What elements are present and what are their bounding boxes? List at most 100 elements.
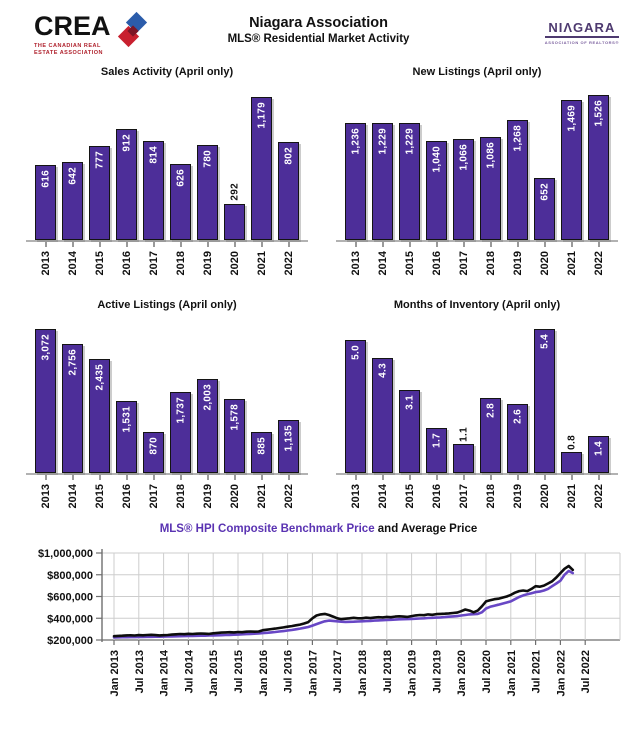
- bar-2016: 1,531: [116, 401, 137, 474]
- x-axis-label: Jan 2016: [258, 650, 270, 696]
- y-axis-label: $800,000: [47, 570, 93, 582]
- x-axis-year-label: 2020: [538, 251, 551, 276]
- bar-value-label: 1,179: [256, 102, 267, 129]
- x-axis-year-label: 2018: [174, 484, 187, 509]
- x-axis-year-label: 2013: [39, 251, 52, 276]
- bar-value-label: 3.1: [404, 395, 415, 411]
- x-axis-tick: [489, 475, 492, 481]
- x-axis-year-label: 2015: [93, 484, 106, 509]
- bar-2017: 814: [143, 141, 164, 240]
- niagara-logo: NIΛGARA ASSOCIATION OF REALTORS®: [544, 20, 619, 45]
- crea-caption-line1: THE CANADIAN REAL: [34, 43, 101, 49]
- bar-value-label: 5.0: [350, 345, 361, 361]
- x-axis-label: Jul 2018: [382, 650, 394, 693]
- x-axis-tick: [381, 242, 384, 247]
- niagara-logo-caption: ASSOCIATION OF REALTORS®: [544, 40, 619, 45]
- x-axis-year-label: 2017: [457, 251, 470, 276]
- x-axis-label: Jan 2013: [109, 650, 121, 696]
- bar-2015: 3.1: [399, 390, 420, 474]
- x-axis-year-label: 2019: [201, 484, 214, 509]
- bar-2018: 2.8: [480, 398, 501, 474]
- bar-value-label: 1,229: [404, 128, 415, 155]
- x-axis-tick: [462, 475, 465, 481]
- bar-value-label: 4.3: [377, 363, 388, 379]
- x-axis-tick: [152, 475, 155, 481]
- x-axis-year-label: 2021: [255, 484, 268, 509]
- x-axis-tick: [570, 242, 573, 247]
- x-axis-label: Jul 2013: [134, 650, 146, 693]
- bar-2013: 5.0: [345, 340, 366, 474]
- bar-2021: 885: [251, 432, 272, 474]
- crea-logo: CREA THE CANADIAN REAL ESTATE ASSOCIATIO…: [34, 11, 153, 57]
- bar-value-label: 626: [175, 169, 186, 187]
- chart-title-months-of-inventory: Months of Inventory (April only): [393, 299, 561, 312]
- benchmark-price-title: MLS® HPI Composite Benchmark Price: [159, 522, 375, 535]
- x-axis-line: [26, 240, 308, 242]
- x-axis-year-label: 2020: [228, 484, 241, 509]
- page-title: Niagara Association: [249, 15, 388, 31]
- x-axis-year-label: 2020: [538, 484, 551, 509]
- x-axis-year-label: 2016: [430, 251, 443, 276]
- bar-value-label: 780: [202, 150, 213, 168]
- x-axis-year-label: 2021: [565, 251, 578, 276]
- bar-value-label: 2,435: [94, 364, 105, 392]
- x-axis-tick: [287, 475, 290, 481]
- bar-2015: 1,229: [399, 123, 420, 240]
- x-axis-year-label: 2016: [430, 484, 443, 509]
- x-axis-tick: [354, 475, 357, 481]
- bar-2019: 2.6: [507, 404, 528, 474]
- x-axis-label: Jul 2021: [531, 650, 543, 693]
- x-axis-tick: [179, 242, 182, 247]
- x-axis-year-label: 2018: [174, 251, 187, 276]
- x-axis-label: Jul 2015: [233, 650, 245, 693]
- x-axis-line: [336, 240, 618, 242]
- x-axis-tick: [543, 475, 546, 481]
- x-axis-label: Jan 2014: [159, 649, 171, 696]
- bar-value-label: 802: [283, 147, 294, 165]
- x-axis-label: Jul 2017: [332, 650, 344, 693]
- bar-2018: 626: [170, 164, 191, 240]
- bar-chart-active-listings: Active Listings (April only) 3,072 2,756 2…: [12, 299, 322, 509]
- price-line-chart: $1,000,000 $800,000 $600,000 $400,000 $200,0…: [38, 548, 621, 696]
- bar-value-label: 1.1: [458, 426, 469, 442]
- y-axis-label: $600,000: [47, 591, 93, 603]
- x-axis-year-label: 2022: [282, 484, 295, 509]
- x-axis-tick: [206, 475, 209, 481]
- bar-2020: 652: [534, 178, 555, 240]
- x-axis-tick: [125, 475, 128, 481]
- bar-value-label: 1,040: [431, 146, 442, 173]
- crea-caption-line2: ESTATE ASSOCIATION: [34, 49, 103, 56]
- bar-value-label: 1,086: [485, 142, 496, 169]
- chart-title-active-listings: Active Listings (April only): [97, 299, 237, 312]
- bar-value-label: 1,737: [175, 397, 186, 425]
- x-axis-year-label: 2014: [66, 251, 79, 276]
- bar-2022: 1,526: [588, 95, 609, 240]
- bar-2022: 1.4: [588, 436, 609, 474]
- bar-value-label: 652: [539, 183, 550, 201]
- x-axis-tick: [408, 475, 411, 481]
- bar-value-label: 0.8: [566, 434, 577, 450]
- bar-value-label: 2.6: [512, 409, 523, 425]
- x-axis-tick: [462, 242, 465, 247]
- bar-2019: 2,003: [197, 379, 218, 474]
- x-axis-year-label: 2022: [282, 251, 295, 276]
- niagara-logo-text: NIΛGARA: [544, 20, 619, 38]
- bar-value-label: 2,003: [202, 384, 213, 412]
- x-axis-year-label: 2017: [147, 484, 160, 509]
- x-axis-tick: [71, 475, 74, 481]
- x-axis-tick: [543, 242, 546, 247]
- bar-2019: 1,268: [507, 120, 528, 240]
- average-price-line: [112, 564, 575, 638]
- bar-value-label: 1,578: [229, 404, 240, 432]
- x-axis-tick: [597, 475, 600, 481]
- x-axis-label: Jul 2019: [431, 650, 443, 693]
- x-axis-year-label: 2017: [457, 484, 470, 509]
- chart-title-sales-activity: Sales Activity (April only): [100, 66, 234, 78]
- bar-value-label: 1,268: [512, 125, 523, 152]
- x-axis-tick: [489, 242, 492, 247]
- x-axis-year-label: 2014: [376, 251, 389, 276]
- x-axis-year-label: 2013: [349, 484, 362, 509]
- bar-2020: 292: [224, 183, 245, 240]
- bar-2022: 802: [278, 142, 299, 240]
